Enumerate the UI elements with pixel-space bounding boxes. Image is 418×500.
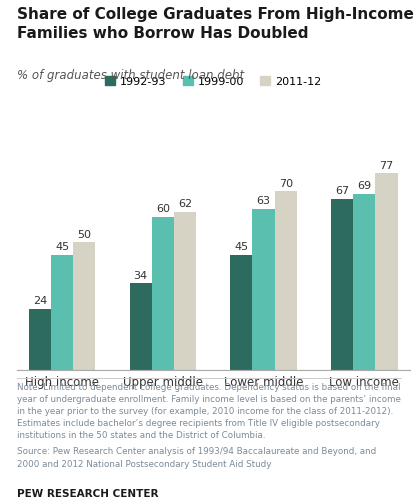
Text: 70: 70 [279, 178, 293, 188]
Text: 63: 63 [257, 196, 270, 206]
Bar [275, 191, 297, 370]
Bar [29, 308, 51, 370]
Text: Note: Limited to dependent college graduates. Dependency status is based on the : Note: Limited to dependent college gradu… [17, 382, 400, 440]
Text: PEW RESEARCH CENTER: PEW RESEARCH CENTER [17, 489, 158, 499]
Text: 77: 77 [380, 160, 394, 170]
Text: 69: 69 [357, 181, 371, 191]
Text: 62: 62 [178, 199, 192, 209]
Bar [252, 209, 275, 370]
Bar [51, 255, 73, 370]
Bar [331, 199, 353, 370]
Text: 50: 50 [77, 230, 91, 239]
Text: 34: 34 [134, 270, 148, 280]
Bar [73, 242, 95, 370]
Text: 67: 67 [335, 186, 349, 196]
Text: 45: 45 [234, 242, 248, 252]
Legend: 1992-93, 1999-00, 2011-12: 1992-93, 1999-00, 2011-12 [101, 72, 326, 91]
Text: Source: Pew Research Center analysis of 1993/94 Baccalaureate and Beyond, and
20: Source: Pew Research Center analysis of … [17, 448, 376, 468]
Text: 24: 24 [33, 296, 47, 306]
Bar [174, 212, 196, 370]
Bar [152, 216, 174, 370]
Bar [375, 173, 398, 370]
Bar [230, 255, 252, 370]
Bar [130, 283, 152, 370]
Text: % of graduates with student loan debt: % of graduates with student loan debt [17, 69, 244, 82]
Bar [353, 194, 375, 370]
Text: 60: 60 [156, 204, 170, 214]
Text: Share of College Graduates From High-Income
Families who Borrow Has Doubled: Share of College Graduates From High-Inc… [17, 8, 413, 40]
Text: 45: 45 [55, 242, 69, 252]
